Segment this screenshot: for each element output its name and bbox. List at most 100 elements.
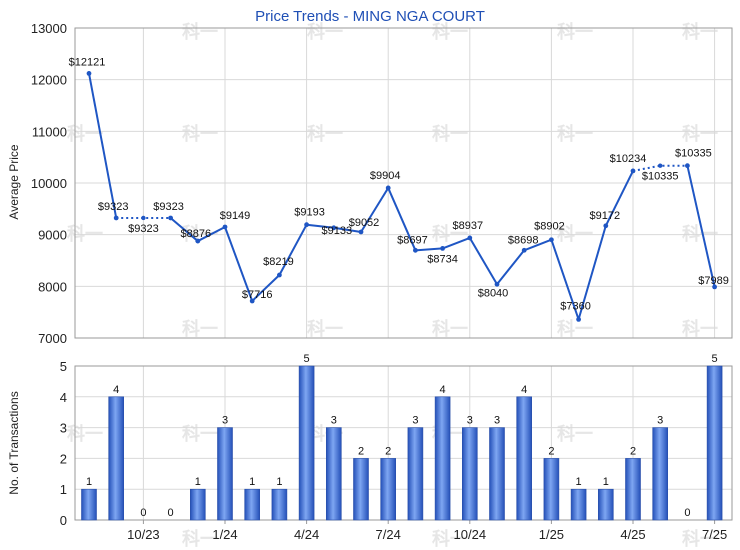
- transaction-bar-label: 1: [276, 476, 282, 488]
- price-line-segment: [251, 274, 281, 302]
- price-data-label: $8698: [508, 234, 539, 246]
- price-data-point: [385, 185, 391, 191]
- price-data-label: $10335: [675, 148, 712, 160]
- transaction-bar-label: 1: [195, 476, 201, 488]
- transactions-bars: 1 4 0 0 1 3 1 1 5 3 2 2 3 4 3 3 4 2 1 1 2 3 0 5: [81, 353, 723, 521]
- price-data-point: [467, 235, 473, 241]
- transaction-bar-label: 4: [113, 384, 119, 396]
- price-interpolated-label: $9323: [128, 223, 159, 235]
- price-y-tick-label: 9000: [38, 228, 67, 243]
- x-tick-label: 4/24: [294, 527, 319, 542]
- watermark-text: 科一: [307, 21, 343, 43]
- price-line-segment: [333, 226, 362, 233]
- price-line-segment: [197, 226, 226, 242]
- transaction-bar-label: 4: [440, 384, 446, 396]
- transaction-bar: [706, 365, 723, 521]
- price-data-label: $9323: [98, 201, 129, 213]
- price-data-point: [521, 247, 527, 253]
- transaction-bar-label: 3: [467, 415, 473, 427]
- price-data-point: [630, 168, 636, 174]
- transactions-y-tick-label: 0: [60, 513, 67, 528]
- price-data-label: $7360: [560, 300, 591, 312]
- watermark-text: 科一: [557, 123, 593, 145]
- x-tick-label: 7/24: [376, 527, 401, 542]
- transactions-y-tick-label: 5: [60, 359, 67, 374]
- transaction-bar: [81, 488, 97, 521]
- watermark-text: 科一: [432, 223, 468, 245]
- price-series: $12121 $9323 $9323 $8876 $9149 $7716 $8219 $919…: [69, 56, 729, 322]
- watermark-text: 科一: [182, 318, 218, 340]
- transaction-bar: [325, 427, 342, 521]
- price-data-point: [494, 281, 500, 287]
- price-data-label: $8040: [478, 287, 509, 299]
- price-data-point: [249, 298, 255, 304]
- x-tick-label: 10/23: [127, 527, 160, 542]
- watermark-text: 科一: [682, 21, 718, 43]
- watermark-text: 科一: [307, 318, 343, 340]
- transaction-bar-label: 4: [521, 384, 527, 396]
- price-data-point: [603, 223, 609, 229]
- price-data-label: $9052: [349, 217, 380, 229]
- transaction-bar-label: 0: [684, 507, 690, 519]
- price-data-point: [304, 222, 309, 228]
- transaction-bar: [652, 427, 669, 521]
- price-y-tick-label: 10000: [31, 176, 67, 191]
- transaction-bar: [407, 427, 424, 521]
- transaction-bar-label: 2: [385, 445, 391, 457]
- watermark-text: 科一: [557, 318, 593, 340]
- price-data-label: $8876: [181, 228, 212, 240]
- price-data-label: $9133: [322, 225, 353, 237]
- price-data-label: $7989: [698, 275, 729, 287]
- price-y-tick-label: 11000: [32, 124, 67, 139]
- transaction-bar-label: 5: [304, 353, 310, 365]
- price-data-label: $9323: [153, 201, 184, 213]
- transaction-bar: [461, 427, 478, 521]
- x-tick-label: 10/24: [454, 527, 487, 542]
- price-line-segment: [360, 187, 390, 233]
- price-data-point: [86, 71, 92, 76]
- transaction-bar-label: 0: [140, 507, 146, 519]
- x-tick-label: 1/25: [539, 527, 564, 542]
- transaction-bar: [434, 396, 451, 521]
- transaction-bar: [244, 488, 260, 521]
- price-line-segment: [686, 165, 716, 288]
- price-line-segment: [468, 237, 498, 285]
- price-data-label: $9904: [370, 170, 401, 182]
- watermark-text: 科一: [432, 123, 468, 145]
- transaction-bar-label: 5: [712, 353, 718, 365]
- price-axes: 7000 8000 9000 10000 11000 12000 13000: [31, 21, 733, 346]
- price-data-label: $7716: [242, 289, 273, 301]
- watermark-text: 科一: [682, 223, 718, 245]
- watermark-text: 科一: [67, 123, 103, 145]
- watermark-text: 科一: [182, 223, 218, 245]
- transactions-y-tick-label: 1: [60, 482, 67, 497]
- x-tick-label: 1/24: [212, 527, 237, 542]
- price-line-segment: [442, 236, 471, 250]
- transaction-bar: [570, 488, 587, 521]
- price-grid: [75, 27, 732, 339]
- price-interpolated-label: $10335: [642, 171, 679, 183]
- transaction-bar-label: 3: [657, 415, 663, 427]
- price-data-point: [712, 284, 717, 290]
- transaction-bar: [353, 458, 369, 521]
- transaction-bar-label: 1: [86, 476, 92, 488]
- price-data-label: $9193: [294, 207, 325, 219]
- price-data-label: $8697: [397, 234, 428, 246]
- price-line-segment: [604, 170, 634, 227]
- price-line-segment: [415, 247, 443, 252]
- price-data-label: $12121: [69, 56, 106, 68]
- price-y-tick-label: 12000: [31, 73, 67, 88]
- transaction-bar: [380, 458, 397, 521]
- price-line-segment: [577, 225, 607, 320]
- transaction-bar-label: 2: [630, 445, 636, 457]
- transaction-bar-label: 0: [168, 507, 174, 519]
- price-data-point: [222, 224, 228, 230]
- watermark-text: 科一: [432, 318, 468, 340]
- price-line-segment: [278, 224, 308, 276]
- watermark-text: 科一: [682, 528, 718, 550]
- watermark-text: 科一: [182, 123, 218, 145]
- price-data-point: [685, 163, 690, 169]
